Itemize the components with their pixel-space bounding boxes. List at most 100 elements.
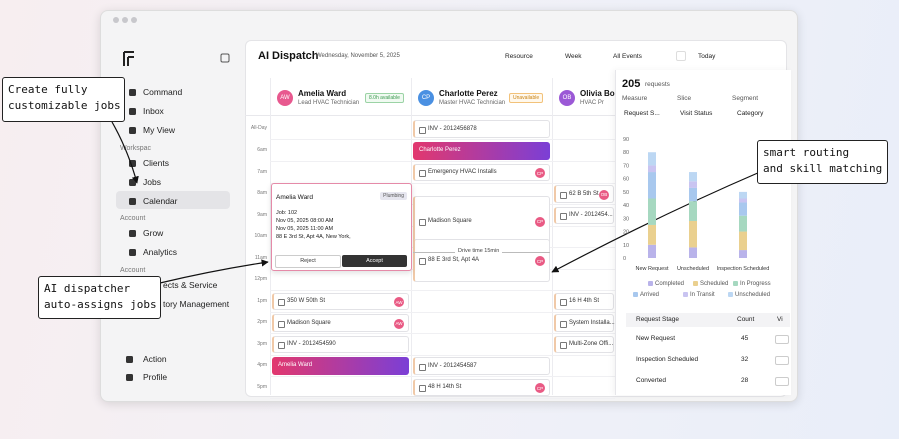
bar-segment xyxy=(739,202,747,216)
event-card[interactable]: 88 E 3rd St, Apt 4A CP xyxy=(413,238,550,283)
grid-h xyxy=(270,397,615,399)
toggle[interactable] xyxy=(775,356,789,365)
nav-icon xyxy=(129,249,136,256)
nav-item[interactable]: Jobs xyxy=(143,177,161,187)
bar-segment xyxy=(648,152,656,166)
event-icon xyxy=(560,299,567,307)
grid-h xyxy=(270,376,615,377)
bar-segment xyxy=(648,172,656,199)
nav-item[interactable]: Action xyxy=(143,354,167,364)
avatar: OB xyxy=(559,90,575,106)
event-card[interactable]: System Installa... xyxy=(554,314,615,332)
time-label: 6am xyxy=(257,147,267,153)
x-tick-label: New Request xyxy=(635,266,668,272)
y-tick-label: 70 xyxy=(623,163,629,169)
time-label: 1pm xyxy=(257,297,267,304)
event-title: INV - 2012456878 xyxy=(428,125,477,132)
legend-swatch xyxy=(733,281,738,286)
grid-h xyxy=(270,333,615,334)
y-tick-label: 90 xyxy=(623,137,629,143)
event-card[interactable]: Madison Square CP xyxy=(413,195,550,246)
event-card[interactable]: 62 B 5th St OB xyxy=(554,185,614,203)
event-card[interactable]: 350 W 50th St AW xyxy=(272,292,409,310)
collapse-icon[interactable] xyxy=(220,53,230,63)
y-tick-label: 40 xyxy=(623,203,629,209)
event-card[interactable]: 48 H 14th St CP xyxy=(413,378,550,396)
y-tick-label: 10 xyxy=(623,243,629,249)
bar-segment xyxy=(689,181,697,188)
event-card[interactable]: INV - 2012454... xyxy=(554,206,614,224)
window-dot xyxy=(131,17,137,23)
table-header-bg xyxy=(626,313,790,327)
nav-icon xyxy=(129,160,136,167)
panel-select[interactable]: Category xyxy=(737,110,764,117)
time-label: 3pm xyxy=(257,340,267,347)
today-button[interactable]: Today xyxy=(698,53,716,60)
toggle[interactable] xyxy=(775,335,789,344)
nav-item[interactable]: Analytics xyxy=(143,247,178,257)
y-tick-label: 20 xyxy=(623,230,629,236)
tech-role: Lead HVAC Technician xyxy=(298,100,360,106)
event-icon xyxy=(419,170,426,178)
nav-item[interactable]: tory Management xyxy=(163,299,230,309)
nav-item[interactable]: Clients xyxy=(143,158,169,168)
nav-item[interactable]: My View xyxy=(143,125,175,135)
bar-segment xyxy=(689,201,697,221)
event-card[interactable]: Emergency HVAC Installs CP xyxy=(413,163,550,181)
bar-segment xyxy=(739,191,747,199)
nav-prev[interactable] xyxy=(676,51,686,61)
event-card[interactable]: Multi-Zone Offi... xyxy=(554,335,614,353)
panel-select[interactable]: Visit Status xyxy=(680,110,713,117)
window-dot xyxy=(122,17,128,23)
page-date: Wednesday, November 5, 2025 xyxy=(316,53,400,59)
job-name: Amelia Ward xyxy=(276,194,313,201)
event-card[interactable]: Charlotte Perez xyxy=(413,142,550,160)
nav-item[interactable]: ects & Service xyxy=(163,280,218,290)
event-title: Amelia Ward xyxy=(278,361,313,368)
panel-label: Measure xyxy=(622,95,648,102)
event-card[interactable]: INV - 2012454587 xyxy=(413,357,550,375)
control-dropdown[interactable]: All Events xyxy=(613,53,642,60)
nav-item[interactable]: Inbox xyxy=(143,106,164,116)
nav-icon xyxy=(126,356,133,363)
event-title: 350 W 50th St xyxy=(287,298,326,305)
event-badge: OB xyxy=(599,189,609,200)
request-count: 205 xyxy=(622,78,641,90)
event-card[interactable]: Madison Square AW xyxy=(272,314,409,332)
nav-item[interactable]: Profile xyxy=(143,372,168,382)
job-card[interactable]: Amelia Ward Plumbing Job: 102 Nov 05, 2025 … xyxy=(271,183,412,271)
annotation-line: auto-assigns jobs xyxy=(44,298,157,311)
event-icon xyxy=(278,299,285,307)
time-label: 5pm xyxy=(257,383,267,390)
toggle[interactable] xyxy=(775,377,789,386)
control-dropdown[interactable]: Week xyxy=(565,53,582,60)
control-dropdown[interactable]: Resource xyxy=(505,53,533,60)
grid-h xyxy=(245,115,615,116)
nav-item[interactable]: Grow xyxy=(143,228,164,238)
event-card[interactable]: INV - 2012454590 xyxy=(272,335,409,353)
legend-label: Unscheduled xyxy=(735,292,770,298)
reject-button[interactable]: Reject xyxy=(275,255,341,268)
table-header: Vi xyxy=(777,316,783,323)
panel-select[interactable]: Request S... xyxy=(624,110,660,117)
accept-button[interactable]: Accept xyxy=(342,255,407,267)
event-card[interactable]: INV - 2012456878 xyxy=(413,120,550,138)
event-card[interactable]: Amelia Ward xyxy=(272,357,409,375)
job-detail: Nov 05, 2025 11:00 AM xyxy=(276,226,334,232)
event-title: INV - 2012454590 xyxy=(287,341,336,348)
tech-name: Amelia Ward xyxy=(298,89,347,98)
event-title: INV - 2012454... xyxy=(569,212,613,219)
nav-section: Account xyxy=(120,215,146,222)
nav-item[interactable]: Calendar xyxy=(143,196,178,206)
job-tag: Plumbing xyxy=(380,192,407,200)
bar-segment xyxy=(648,244,656,258)
event-title: Emergency HVAC Installs xyxy=(428,169,497,176)
event-card[interactable]: 16 H 4th St xyxy=(554,292,614,310)
avatar: CP xyxy=(418,90,434,106)
nav-item[interactable]: Command xyxy=(143,87,183,97)
grid-h xyxy=(270,290,615,291)
nav-icon xyxy=(129,198,136,205)
event-title: 16 H 4th St xyxy=(569,298,600,305)
legend-label: Scheduled xyxy=(700,281,728,287)
table-cell: Inspection Scheduled xyxy=(636,356,699,363)
